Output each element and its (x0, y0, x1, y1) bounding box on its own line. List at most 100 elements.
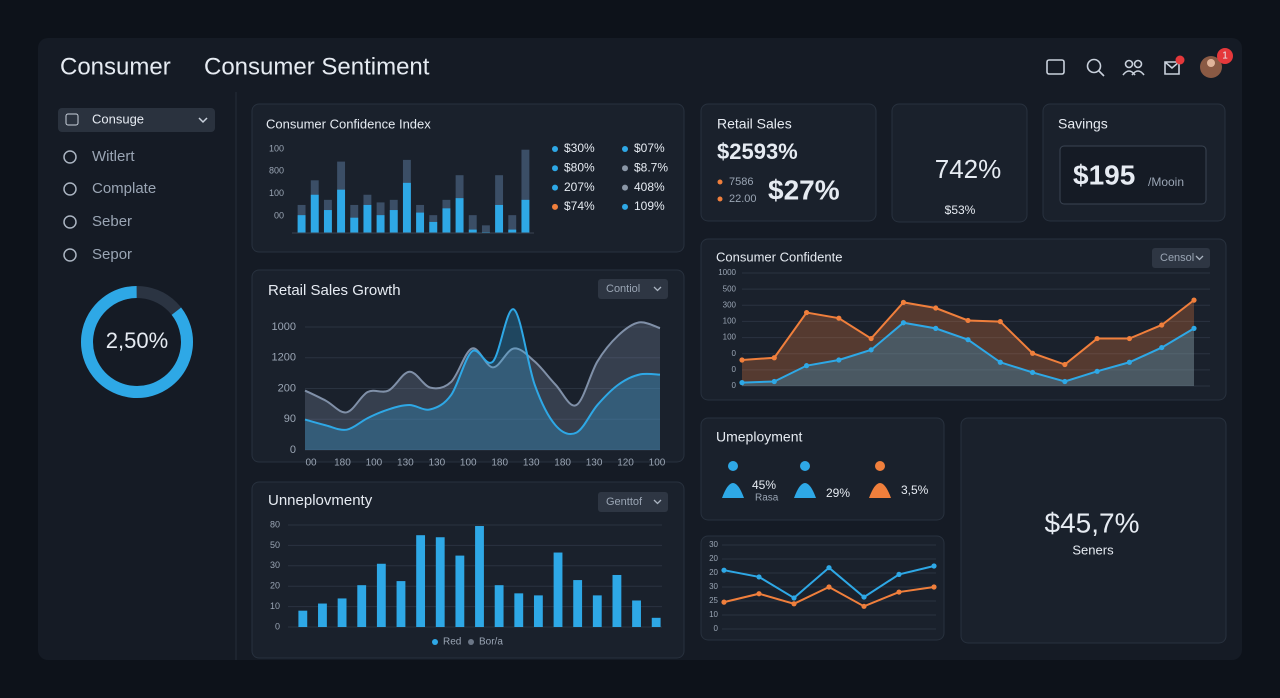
card-title: Retail Sales (717, 116, 792, 132)
bar (298, 610, 308, 627)
point (931, 563, 937, 569)
bar (323, 210, 332, 233)
bar (494, 585, 504, 627)
bar (297, 215, 306, 233)
panel (891, 103, 1028, 223)
card-row: 7586 (729, 176, 753, 188)
bar (337, 189, 346, 233)
bar (632, 600, 641, 627)
legend-swatch (622, 184, 628, 191)
point (721, 599, 727, 605)
card-value: $2593% (717, 139, 798, 164)
point (1094, 368, 1100, 374)
chevron (198, 117, 208, 124)
legend-label: 207% (564, 180, 595, 194)
y-tick-label: 20 (709, 568, 718, 577)
dropdown[interactable] (598, 279, 668, 299)
bar (455, 555, 465, 627)
y-tick-label: 1200 (272, 352, 296, 364)
gauge-value: 742% (935, 154, 1002, 184)
bar (514, 593, 524, 627)
point (868, 335, 874, 342)
dropdown[interactable] (598, 492, 668, 512)
gauge-sub: $53% (945, 203, 976, 217)
bar (402, 182, 411, 233)
card-title: Umeployment (716, 429, 802, 445)
card-title: Savings (1058, 116, 1108, 132)
bar (376, 563, 386, 627)
search-icon[interactable] (1086, 58, 1102, 74)
panel-title: Consumer Confidence Index (266, 116, 431, 131)
bar (495, 175, 504, 233)
point (1126, 335, 1133, 342)
x-tick-label: 180 (491, 458, 508, 469)
donut-label: Seners (1072, 542, 1114, 557)
y-tick-label: 30 (270, 560, 280, 570)
panel (251, 103, 685, 253)
legend-label: $80% (564, 160, 595, 174)
stat-value: 29% (826, 486, 850, 500)
users-icon[interactable] (1122, 59, 1145, 76)
person-head (728, 461, 738, 471)
point (739, 380, 745, 386)
series-line (304, 308, 661, 436)
x-tick-label: 130 (397, 458, 414, 469)
nav-item[interactable]: Sepor (92, 246, 132, 263)
mail-icon[interactable] (1164, 61, 1180, 75)
y-tick-label: 00 (274, 210, 284, 220)
stat-sub: Rasa (755, 493, 779, 504)
stat-value: 3,5% (901, 483, 929, 497)
point (826, 565, 832, 571)
y-tick-label: 10 (270, 601, 280, 611)
chevron (1195, 255, 1204, 261)
x-tick-label: 100 (649, 458, 666, 469)
point (739, 357, 745, 363)
point (861, 594, 867, 600)
y-tick-label: 20 (709, 554, 718, 563)
y-tick-label: 100 (269, 143, 284, 153)
stat-value: 45% (752, 478, 776, 492)
person-head (800, 461, 810, 471)
nav-item[interactable]: Witlert (92, 148, 135, 165)
person-body (794, 483, 816, 498)
nav-item[interactable]: Seber (92, 213, 132, 230)
legend-swatch (468, 639, 474, 645)
wallet-icon[interactable] (1046, 59, 1065, 75)
legend-swatch (552, 184, 558, 191)
point (756, 591, 762, 597)
nav-icon (63, 182, 77, 196)
gauge-arc (81, 286, 193, 398)
x-tick-label: 130 (428, 458, 445, 469)
bar (508, 215, 517, 233)
dropdown[interactable] (1152, 248, 1210, 268)
dropdown[interactable] (58, 108, 215, 132)
bar (363, 204, 372, 233)
bar (337, 598, 347, 627)
point (896, 571, 902, 578)
y-tick-label: 300 (723, 300, 737, 309)
bar (416, 535, 426, 627)
nav-item[interactable]: Complate (92, 180, 156, 197)
bar (416, 212, 425, 233)
bar (396, 581, 406, 627)
point (931, 584, 937, 590)
point (868, 347, 874, 353)
nav-icon (63, 150, 77, 164)
panel (700, 103, 877, 222)
area-fill (742, 322, 1194, 386)
legend-label: $30% (564, 141, 595, 155)
x-tick-label: 180 (554, 458, 571, 469)
panel (700, 535, 945, 641)
bar (429, 221, 438, 233)
header-icons (1046, 58, 1180, 77)
nav-icon (63, 248, 77, 262)
panel-title: Retail Sales Growth (268, 282, 401, 299)
point (1062, 378, 1068, 385)
x-tick-label: 00 (305, 458, 317, 469)
point (965, 337, 971, 343)
legend-label: 408% (634, 180, 665, 194)
point (803, 363, 810, 369)
bar (521, 199, 530, 233)
y-tick-label: 90 (284, 413, 296, 425)
